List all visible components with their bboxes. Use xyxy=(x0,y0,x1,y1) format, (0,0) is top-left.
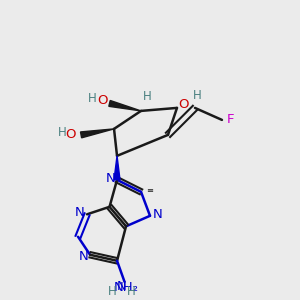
Text: N: N xyxy=(117,280,126,293)
Text: H: H xyxy=(88,92,97,104)
Polygon shape xyxy=(109,100,141,111)
Text: H: H xyxy=(193,89,202,102)
Text: H: H xyxy=(127,285,136,298)
Text: N: N xyxy=(106,172,115,185)
Text: N: N xyxy=(153,208,162,221)
Text: ≡: ≡ xyxy=(146,186,153,195)
Text: F: F xyxy=(227,113,235,126)
Text: NH₂: NH₂ xyxy=(113,280,139,294)
Text: N: N xyxy=(79,250,89,263)
Text: O: O xyxy=(178,98,189,111)
Text: H: H xyxy=(58,126,67,139)
Polygon shape xyxy=(80,129,114,138)
Polygon shape xyxy=(114,156,120,180)
Text: H: H xyxy=(142,90,152,103)
Text: O: O xyxy=(97,94,107,107)
Text: H: H xyxy=(108,285,116,298)
Text: O: O xyxy=(65,128,76,141)
Text: N: N xyxy=(75,206,84,219)
